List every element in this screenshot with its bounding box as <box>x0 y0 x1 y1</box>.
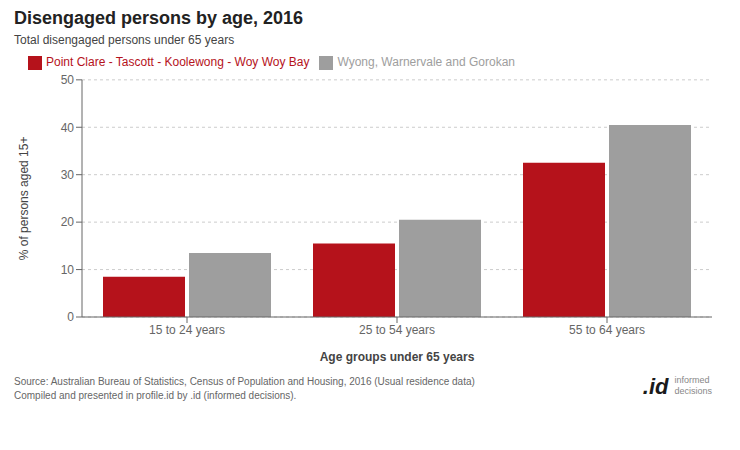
svg-text:25 to 54 years: 25 to 54 years <box>359 323 435 337</box>
svg-text:40: 40 <box>61 121 75 135</box>
svg-text:50: 50 <box>61 73 75 87</box>
html-text:informed: informed <box>674 375 710 385</box>
svg-text:0: 0 <box>67 310 74 324</box>
svg-text:Age groups under 65 years: Age groups under 65 years <box>320 350 475 364</box>
svg-text:15 to 24 years: 15 to 24 years <box>149 323 225 337</box>
svg-text:10: 10 <box>61 263 75 277</box>
html-text:decisions: decisions <box>674 386 712 396</box>
html-text:Disengaged persons by age, 201: Disengaged persons by age, 2016 <box>14 8 304 28</box>
html-text:Point Clare - Tascott - Koolew: Point Clare - Tascott - Koolewong - Woy … <box>46 55 310 69</box>
html-text:Total disengaged persons under: Total disengaged persons under 65 years <box>14 33 235 47</box>
html-text:Source: Australian Bureau of S: Source: Australian Bureau of Statistics,… <box>14 376 475 387</box>
html-text:.id: .id <box>642 374 669 399</box>
svg-text:30: 30 <box>61 168 75 182</box>
svg-text:55 to 64 years: 55 to 64 years <box>569 323 645 337</box>
html-text:Compiled and presented in prof: Compiled and presented in profile.id by … <box>14 390 297 401</box>
svg-text:% of persons aged 15+: % of persons aged 15+ <box>17 137 31 261</box>
html-text:Wyong, Warnervale and Gorokan: Wyong, Warnervale and Gorokan <box>337 55 515 69</box>
svg-text:20: 20 <box>61 215 75 229</box>
